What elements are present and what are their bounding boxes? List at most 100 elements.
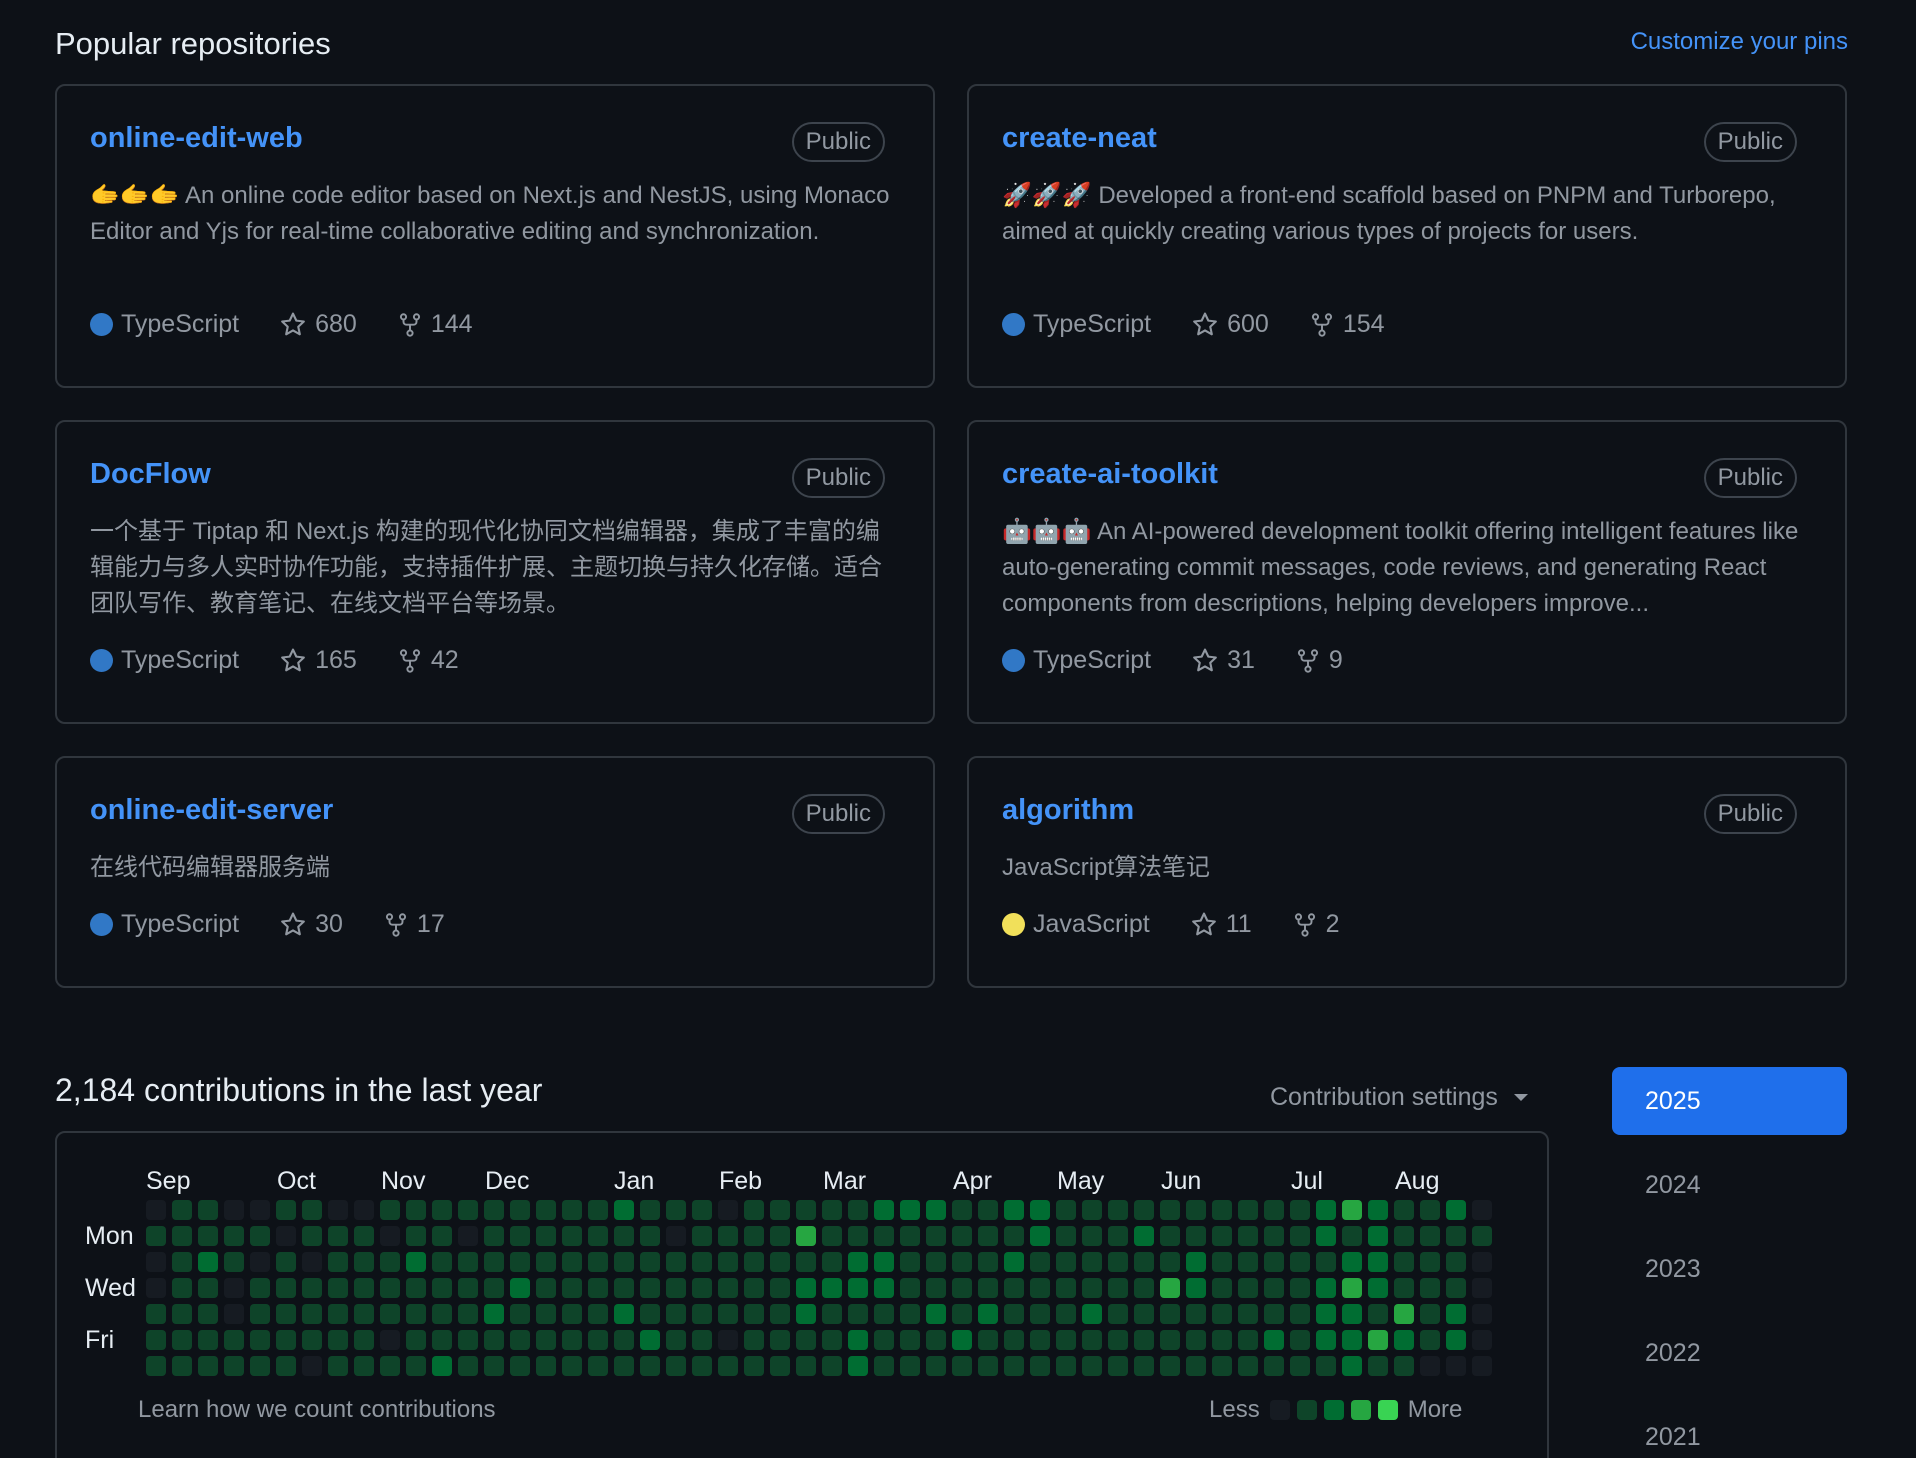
contribution-day-cell[interactable] [718,1304,738,1324]
contribution-day-cell[interactable] [744,1252,764,1272]
contribution-day-cell[interactable] [1342,1252,1362,1272]
contribution-day-cell[interactable] [1212,1330,1232,1350]
contribution-day-cell[interactable] [1160,1252,1180,1272]
contribution-day-cell[interactable] [250,1200,270,1220]
contribution-day-cell[interactable] [1394,1304,1414,1324]
contribution-day-cell[interactable] [1342,1200,1362,1220]
contribution-day-cell[interactable] [1238,1304,1258,1324]
contribution-day-cell[interactable] [1342,1356,1362,1376]
repo-name-link[interactable]: create-neat [1002,122,1157,154]
contribution-day-cell[interactable] [276,1330,296,1350]
contribution-day-cell[interactable] [302,1200,322,1220]
contribution-day-cell[interactable] [1368,1356,1388,1376]
contribution-day-cell[interactable] [1472,1304,1492,1324]
contribution-day-cell[interactable] [224,1278,244,1298]
contribution-day-cell[interactable] [848,1330,868,1350]
contribution-day-cell[interactable] [224,1200,244,1220]
contribution-day-cell[interactable] [1264,1356,1284,1376]
contribution-day-cell[interactable] [588,1226,608,1246]
contribution-day-cell[interactable] [1004,1278,1024,1298]
contribution-day-cell[interactable] [1082,1304,1102,1324]
contribution-day-cell[interactable] [926,1278,946,1298]
contribution-day-cell[interactable] [1212,1304,1232,1324]
repo-name-link[interactable]: algorithm [1002,794,1135,826]
contribution-day-cell[interactable] [822,1330,842,1350]
contribution-day-cell[interactable] [510,1226,530,1246]
contribution-day-cell[interactable] [380,1252,400,1272]
contribution-day-cell[interactable] [640,1356,660,1376]
contribution-day-cell[interactable] [510,1200,530,1220]
contribution-day-cell[interactable] [796,1226,816,1246]
contribution-day-cell[interactable] [1342,1226,1362,1246]
contribution-day-cell[interactable] [1290,1226,1310,1246]
contribution-day-cell[interactable] [1368,1330,1388,1350]
contribution-day-cell[interactable] [1290,1330,1310,1350]
contribution-day-cell[interactable] [1472,1226,1492,1246]
contribution-day-cell[interactable] [354,1356,374,1376]
contribution-day-cell[interactable] [952,1252,972,1272]
contribution-day-cell[interactable] [328,1330,348,1350]
contribution-day-cell[interactable] [562,1330,582,1350]
contribution-day-cell[interactable] [1368,1278,1388,1298]
contribution-day-cell[interactable] [536,1304,556,1324]
contribution-day-cell[interactable] [1030,1278,1050,1298]
contribution-day-cell[interactable] [1238,1252,1258,1272]
contribution-day-cell[interactable] [770,1304,790,1324]
contribution-day-cell[interactable] [1316,1356,1336,1376]
contribution-day-cell[interactable] [146,1304,166,1324]
contribution-day-cell[interactable] [614,1330,634,1350]
contribution-day-cell[interactable] [328,1200,348,1220]
contribution-day-cell[interactable] [1420,1304,1440,1324]
repo-name-link[interactable]: online-edit-web [90,122,303,154]
contribution-day-cell[interactable] [1030,1304,1050,1324]
contribution-day-cell[interactable] [250,1330,270,1350]
contribution-day-cell[interactable] [406,1304,426,1324]
contribution-day-cell[interactable] [536,1252,556,1272]
contribution-day-cell[interactable] [458,1278,478,1298]
contribution-day-cell[interactable] [562,1252,582,1272]
contribution-day-cell[interactable] [1186,1252,1206,1272]
repo-forks-link[interactable]: 42 [397,646,459,675]
contribution-day-cell[interactable] [1212,1200,1232,1220]
contribution-day-cell[interactable] [536,1200,556,1220]
contribution-day-cell[interactable] [458,1304,478,1324]
contribution-day-cell[interactable] [1160,1278,1180,1298]
contribution-day-cell[interactable] [1394,1226,1414,1246]
contribution-day-cell[interactable] [562,1356,582,1376]
contribution-day-cell[interactable] [276,1304,296,1324]
contribution-day-cell[interactable] [484,1226,504,1246]
repo-forks-link[interactable]: 144 [397,310,473,339]
repo-stars-link[interactable]: 680 [279,310,357,339]
contribution-day-cell[interactable] [354,1330,374,1350]
contribution-day-cell[interactable] [1030,1356,1050,1376]
contribution-day-cell[interactable] [354,1226,374,1246]
contribution-day-cell[interactable] [614,1278,634,1298]
contribution-day-cell[interactable] [1316,1304,1336,1324]
contribution-day-cell[interactable] [328,1252,348,1272]
contribution-day-cell[interactable] [406,1356,426,1376]
contribution-day-cell[interactable] [484,1278,504,1298]
contribution-day-cell[interactable] [926,1304,946,1324]
contribution-day-cell[interactable] [666,1304,686,1324]
contribution-day-cell[interactable] [1264,1278,1284,1298]
contribution-day-cell[interactable] [1238,1200,1258,1220]
contribution-day-cell[interactable] [1238,1356,1258,1376]
contribution-day-cell[interactable] [874,1226,894,1246]
contribution-day-cell[interactable] [302,1252,322,1272]
contribution-day-cell[interactable] [614,1252,634,1272]
contribution-day-cell[interactable] [354,1304,374,1324]
contribution-day-cell[interactable] [874,1200,894,1220]
contribution-day-cell[interactable] [1186,1304,1206,1324]
contribution-day-cell[interactable] [1186,1330,1206,1350]
contribution-day-cell[interactable] [1134,1356,1154,1376]
contribution-day-cell[interactable] [926,1252,946,1272]
contribution-day-cell[interactable] [198,1252,218,1272]
contribution-day-cell[interactable] [978,1252,998,1272]
contribution-day-cell[interactable] [848,1252,868,1272]
contribution-day-cell[interactable] [1238,1278,1258,1298]
contribution-day-cell[interactable] [250,1304,270,1324]
contribution-day-cell[interactable] [614,1200,634,1220]
contribution-day-cell[interactable] [562,1226,582,1246]
contribution-day-cell[interactable] [588,1200,608,1220]
contribution-day-cell[interactable] [1212,1252,1232,1272]
